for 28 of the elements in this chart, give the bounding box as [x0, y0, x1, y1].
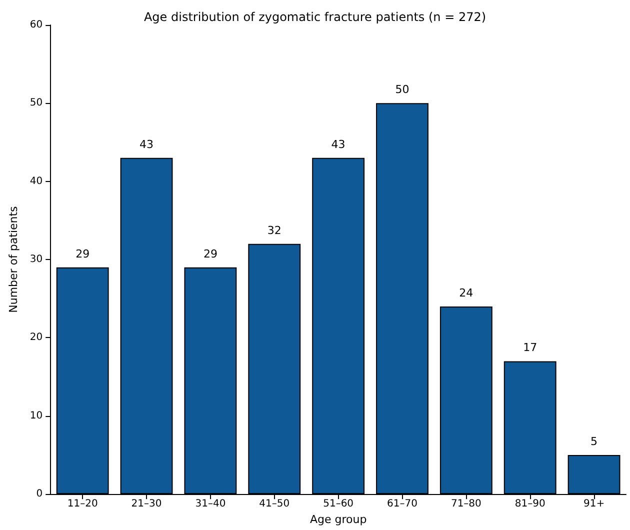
- x-tick-label: 41–50: [259, 498, 290, 510]
- data-label: 50: [395, 83, 410, 96]
- x-tick-label: 31–40: [195, 498, 226, 510]
- y-tick-label: 50: [30, 98, 43, 109]
- x-tick-label: 11–20: [67, 498, 98, 510]
- x-tick-label: 51–60: [323, 498, 354, 510]
- y-tick-label: 40: [30, 176, 43, 187]
- data-label: 29: [76, 247, 90, 260]
- chart-title: Age distribution of zygomatic fracture patients (n = 272): [144, 10, 486, 24]
- y-axis-title: Number of patients: [7, 206, 20, 313]
- y-tick-label: 20: [30, 332, 43, 344]
- data-label: 29: [203, 247, 218, 260]
- x-tick-label: 81–90: [514, 498, 546, 510]
- x-tick-label: 61–70: [387, 498, 418, 510]
- data-label: 5: [590, 435, 598, 448]
- y-tick-label: 0: [36, 488, 43, 500]
- x-tick-label: 71–80: [450, 498, 482, 510]
- y-tick-label: 30: [30, 254, 43, 266]
- x-tick-label: 21–30: [131, 498, 162, 510]
- data-label: 17: [523, 341, 538, 354]
- data-label: 32: [267, 224, 282, 237]
- x-axis-title: Age group: [310, 513, 367, 526]
- data-label: 43: [331, 138, 346, 151]
- data-label: 43: [140, 138, 154, 151]
- y-tick-label: 60: [30, 20, 43, 30]
- data-label: 24: [459, 286, 474, 300]
- y-tick-label: 10: [30, 410, 43, 422]
- x-tick-label: 91+: [583, 498, 605, 510]
